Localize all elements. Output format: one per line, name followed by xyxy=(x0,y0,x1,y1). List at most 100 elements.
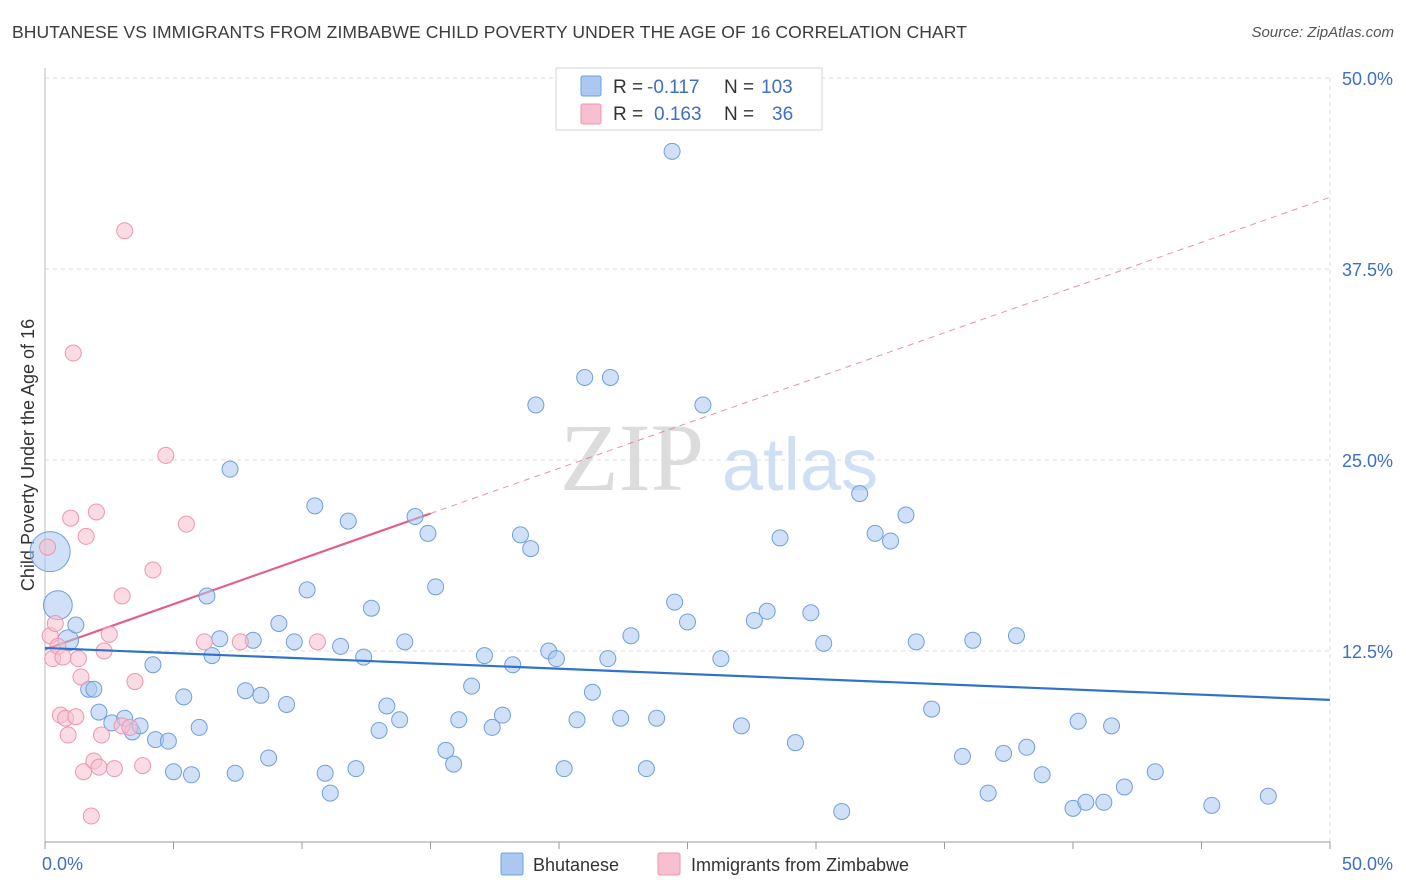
point-bhutanese xyxy=(663,142,681,160)
legend-r-value: 0.163 xyxy=(654,104,702,125)
point-bhutanese xyxy=(953,747,971,765)
point-bhutanese xyxy=(527,396,545,414)
point-bhutanese xyxy=(568,711,586,729)
point-bhutanese xyxy=(833,802,851,820)
point-bhutanese xyxy=(144,656,162,674)
point-bhutanese xyxy=(622,627,640,645)
point-bhutanese xyxy=(897,506,915,524)
y-tick-label: 50.0% xyxy=(1342,69,1393,89)
watermark: ZIP atlas xyxy=(560,404,878,511)
point-bhutanese xyxy=(378,697,396,715)
point-bhutanese xyxy=(165,763,182,781)
point-bhutanese xyxy=(979,784,997,802)
grid-lines xyxy=(45,77,1331,842)
point-zimbabwe xyxy=(121,718,139,736)
legend-n-label: N = xyxy=(724,104,754,125)
point-bhutanese xyxy=(493,706,511,724)
point-bhutanese xyxy=(732,717,750,735)
point-bhutanese xyxy=(483,718,501,736)
point-zimbabwe xyxy=(69,650,87,668)
point-zimbabwe xyxy=(177,515,195,533)
bottom-legend-swatch-bhutanese xyxy=(500,852,524,876)
point-zimbabwe xyxy=(105,760,123,778)
point-bhutanese xyxy=(90,703,108,721)
point-bhutanese xyxy=(1115,778,1133,796)
y-tick-label: 25.0% xyxy=(1342,451,1393,471)
point-bhutanese xyxy=(612,709,630,727)
point-zimbabwe xyxy=(157,446,175,464)
point-zimbabwe xyxy=(64,344,82,362)
point-bhutanese xyxy=(332,637,350,655)
trend-line-bhutanese xyxy=(44,646,1331,701)
point-zimbabwe xyxy=(39,538,57,556)
y-tick-labels: 12.5% 25.0% 37.5% 50.0% xyxy=(1342,69,1393,662)
legend-n-value: 36 xyxy=(772,104,793,125)
point-bhutanese xyxy=(306,497,324,515)
point-zimbabwe xyxy=(46,614,64,632)
point-zimbabwe xyxy=(126,673,144,691)
legend-n-label: N = xyxy=(724,77,754,98)
point-bhutanese xyxy=(316,764,334,782)
trend-lines-bhutanese xyxy=(44,646,1331,701)
point-bhutanese xyxy=(964,631,982,649)
point-bhutanese xyxy=(85,680,103,698)
point-bhutanese xyxy=(504,656,522,674)
point-bhutanese xyxy=(907,633,925,651)
point-zimbabwe xyxy=(54,648,72,666)
point-bhutanese xyxy=(758,602,776,620)
point-zimbabwe xyxy=(144,561,162,579)
point-bhutanese xyxy=(298,581,316,599)
point-zimbabwe xyxy=(308,633,326,651)
point-bhutanese xyxy=(445,755,463,773)
point-bhutanese xyxy=(1146,763,1164,781)
point-bhutanese xyxy=(745,611,763,629)
y-tick-label: 37.5% xyxy=(1342,260,1393,280)
point-bhutanese xyxy=(175,688,193,706)
point-bhutanese xyxy=(362,599,380,617)
axes xyxy=(44,68,1331,849)
point-zimbabwe xyxy=(82,807,100,825)
legend-swatch-bhutanese xyxy=(580,75,602,97)
point-bhutanese xyxy=(1018,738,1036,756)
point-bhutanese xyxy=(226,764,244,782)
x-tick-label: 0.0% xyxy=(42,854,83,874)
point-bhutanese xyxy=(285,633,303,651)
point-zimbabwe xyxy=(90,758,108,776)
point-bhutanese xyxy=(547,650,565,668)
point-zimbabwe xyxy=(100,625,118,643)
point-bhutanese xyxy=(391,711,409,729)
legend: R = -0.117 N = 103 R = 0.163 N = 36 xyxy=(555,67,823,131)
point-bhutanese xyxy=(576,368,594,386)
x-tick-label: 50.0% xyxy=(1342,854,1393,874)
points-bhutanese xyxy=(29,142,1277,820)
point-bhutanese xyxy=(555,760,573,778)
point-bhutanese xyxy=(1203,796,1221,814)
point-bhutanese xyxy=(771,529,789,547)
point-bhutanese xyxy=(599,650,617,668)
point-bhutanese xyxy=(522,540,540,558)
point-bhutanese xyxy=(648,709,666,727)
point-bhutanese xyxy=(463,677,481,695)
point-bhutanese xyxy=(182,766,200,784)
point-bhutanese xyxy=(679,613,696,631)
point-bhutanese xyxy=(601,368,619,386)
point-bhutanese xyxy=(882,532,900,550)
point-bhutanese xyxy=(355,648,373,666)
point-bhutanese xyxy=(260,749,278,767)
point-bhutanese xyxy=(1103,717,1121,735)
source-label: Source: ZipAtlas.com xyxy=(1251,24,1394,41)
point-bhutanese xyxy=(866,524,884,542)
point-zimbabwe xyxy=(62,509,80,527)
point-bhutanese xyxy=(786,734,804,752)
bottom-legend: Bhutanese Immigrants from Zimbabwe xyxy=(500,852,909,876)
point-zimbabwe xyxy=(75,763,93,781)
y-tick-label: 12.5% xyxy=(1342,642,1393,662)
point-bhutanese xyxy=(1007,627,1025,645)
point-bhutanese xyxy=(406,508,424,526)
point-bhutanese xyxy=(995,744,1013,762)
point-bhutanese xyxy=(270,614,288,632)
point-bhutanese xyxy=(511,526,529,544)
point-bhutanese xyxy=(712,650,730,668)
point-bhutanese xyxy=(67,616,85,634)
